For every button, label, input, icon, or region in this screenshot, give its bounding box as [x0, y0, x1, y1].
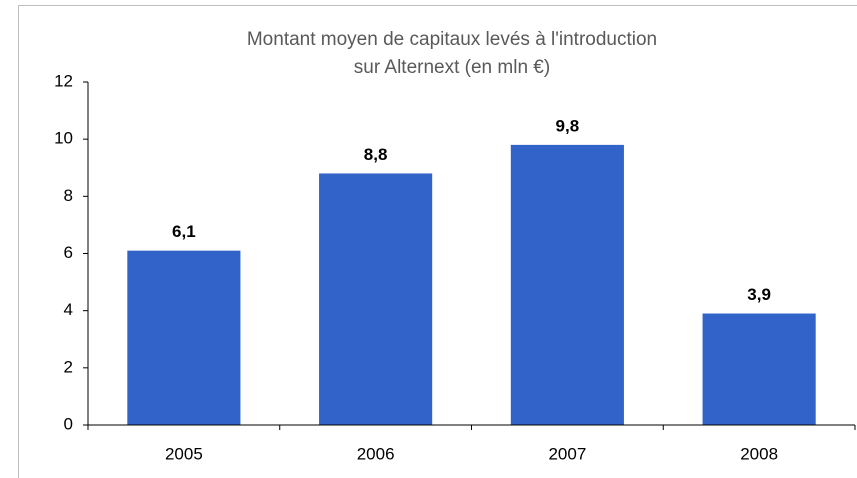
- y-tick-label: 10: [54, 129, 73, 148]
- bar: [510, 144, 624, 425]
- y-tick-label: 8: [64, 186, 73, 205]
- bar: [702, 313, 816, 425]
- y-tick-label: 6: [64, 243, 73, 262]
- chart-title: sur Alternext (en mln €): [354, 57, 550, 78]
- x-tick-label: 2007: [548, 444, 586, 463]
- y-tick-label: 0: [64, 414, 73, 433]
- x-tick-label: 2008: [740, 444, 778, 463]
- bar: [319, 173, 433, 425]
- y-tick-label: 12: [54, 71, 73, 90]
- x-tick-label: 2005: [165, 444, 203, 463]
- value-label: 8,8: [364, 145, 388, 164]
- value-label: 3,9: [747, 285, 771, 304]
- chart-title: Montant moyen de capitaux levés à l'intr…: [247, 29, 657, 50]
- bar: [127, 250, 241, 425]
- x-tick-label: 2006: [357, 444, 395, 463]
- value-label: 9,8: [556, 116, 580, 135]
- y-tick-label: 4: [64, 300, 73, 319]
- value-label: 6,1: [172, 222, 196, 241]
- y-tick-label: 2: [64, 357, 73, 376]
